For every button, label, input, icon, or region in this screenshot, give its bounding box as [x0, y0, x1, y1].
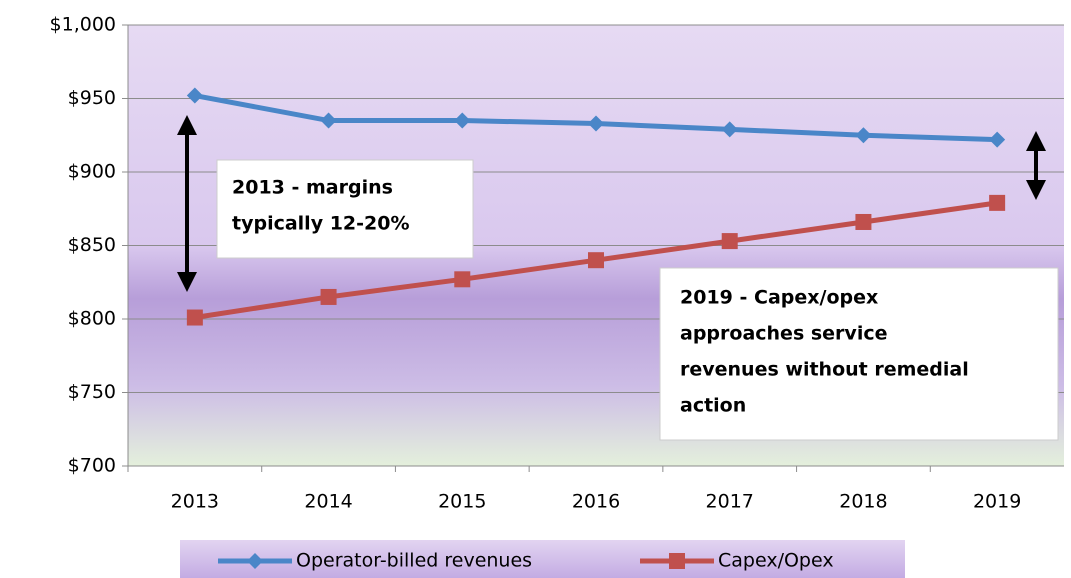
marker: [454, 112, 471, 129]
legend-label: Operator-billed revenues: [296, 550, 532, 572]
y-tick-label: $1,000: [50, 14, 116, 36]
y-tick-label: $800: [68, 308, 116, 330]
marker: [989, 194, 1006, 211]
annotation-box: [659, 267, 1059, 441]
annotation: 2013 - margins: [232, 177, 393, 199]
x-tick-label: 2016: [572, 491, 620, 513]
marker: [454, 271, 471, 288]
x-tick-label: 2015: [438, 491, 486, 513]
annotation: approaches service: [680, 323, 887, 345]
x-tick-label: 2014: [304, 491, 352, 513]
legend-label: Capex/Opex: [718, 550, 834, 572]
x-tick-label: 2019: [973, 491, 1021, 513]
annotation: revenues without remedial: [680, 359, 969, 381]
x-tick-label: 2017: [706, 491, 754, 513]
annotation: 2019 - Capex/opex: [680, 287, 878, 309]
marker: [588, 115, 604, 132]
marker: [320, 112, 337, 129]
lines: [186, 87, 1006, 326]
marker: [855, 213, 872, 230]
marker: [989, 131, 1006, 148]
marker: [588, 252, 604, 269]
annotation-box: [216, 159, 474, 259]
y-tick-label: $950: [68, 87, 116, 109]
marker: [186, 87, 203, 104]
x-tick-label: 2013: [171, 491, 219, 513]
legend-items: Operator-billed revenues Capex/Opex: [218, 550, 834, 572]
marker: [247, 553, 263, 569]
annotation: typically 12-20%: [232, 213, 410, 235]
marker: [721, 233, 738, 250]
x-tick-label: 2018: [839, 491, 887, 513]
marker: [669, 553, 685, 569]
y-tick-label: $700: [68, 455, 116, 477]
annotation: action: [680, 395, 746, 417]
y-tick-label: $850: [68, 234, 116, 256]
y-tick-label: $750: [68, 381, 116, 403]
marker: [855, 127, 872, 144]
y-tick-label: $900: [68, 161, 116, 183]
grid: $700 $750 $800 $850 $900 $950 $1,000 2013 2014 20…: [50, 14, 1064, 513]
annotations: 2013 - margins typically 12-20% 2019 - Cap…: [232, 177, 969, 417]
marker: [320, 288, 337, 305]
marker: [186, 309, 203, 326]
legend: [180, 540, 905, 578]
marker: [721, 121, 738, 138]
